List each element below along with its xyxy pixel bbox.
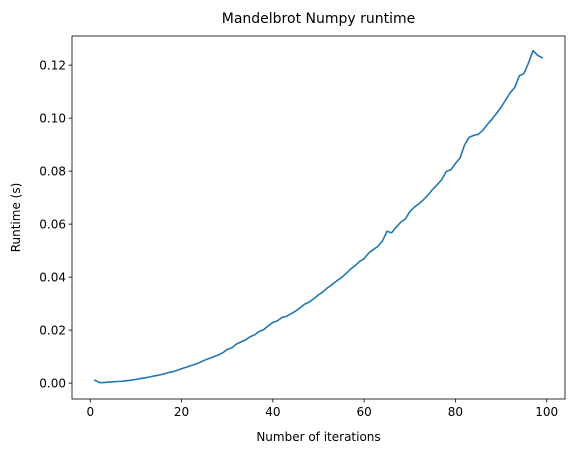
x-tick-label: 100 bbox=[535, 405, 558, 419]
y-axis-label: Runtime (s) bbox=[9, 183, 23, 253]
x-tick-label: 20 bbox=[174, 405, 189, 419]
y-tick-label: 0.04 bbox=[39, 270, 66, 284]
series-group bbox=[93, 49, 544, 384]
plot-background bbox=[72, 36, 565, 399]
x-axis-ticks: 0 20 40 60 80 100 bbox=[86, 399, 558, 419]
x-tick-label: 40 bbox=[265, 405, 280, 419]
chart-title: Mandelbrot Numpy runtime bbox=[222, 11, 416, 27]
y-tick-label: 0.06 bbox=[39, 217, 66, 231]
x-tick-label: 60 bbox=[357, 405, 372, 419]
y-tick-label: 0.10 bbox=[39, 111, 66, 125]
x-tick-label: 0 bbox=[86, 405, 94, 419]
y-axis-ticks: 0.00 0.02 0.04 0.06 0.08 0.10 0.12 bbox=[39, 58, 72, 390]
y-tick-label: 0.00 bbox=[39, 376, 66, 390]
x-axis-label: Number of iterations bbox=[256, 430, 380, 444]
y-tick-label: 0.08 bbox=[39, 164, 66, 178]
series-line bbox=[93, 49, 544, 384]
plot-frame bbox=[71, 35, 566, 400]
x-tick-label: 80 bbox=[448, 405, 463, 419]
y-tick-label: 0.02 bbox=[39, 323, 66, 337]
y-tick-label: 0.12 bbox=[39, 58, 66, 72]
